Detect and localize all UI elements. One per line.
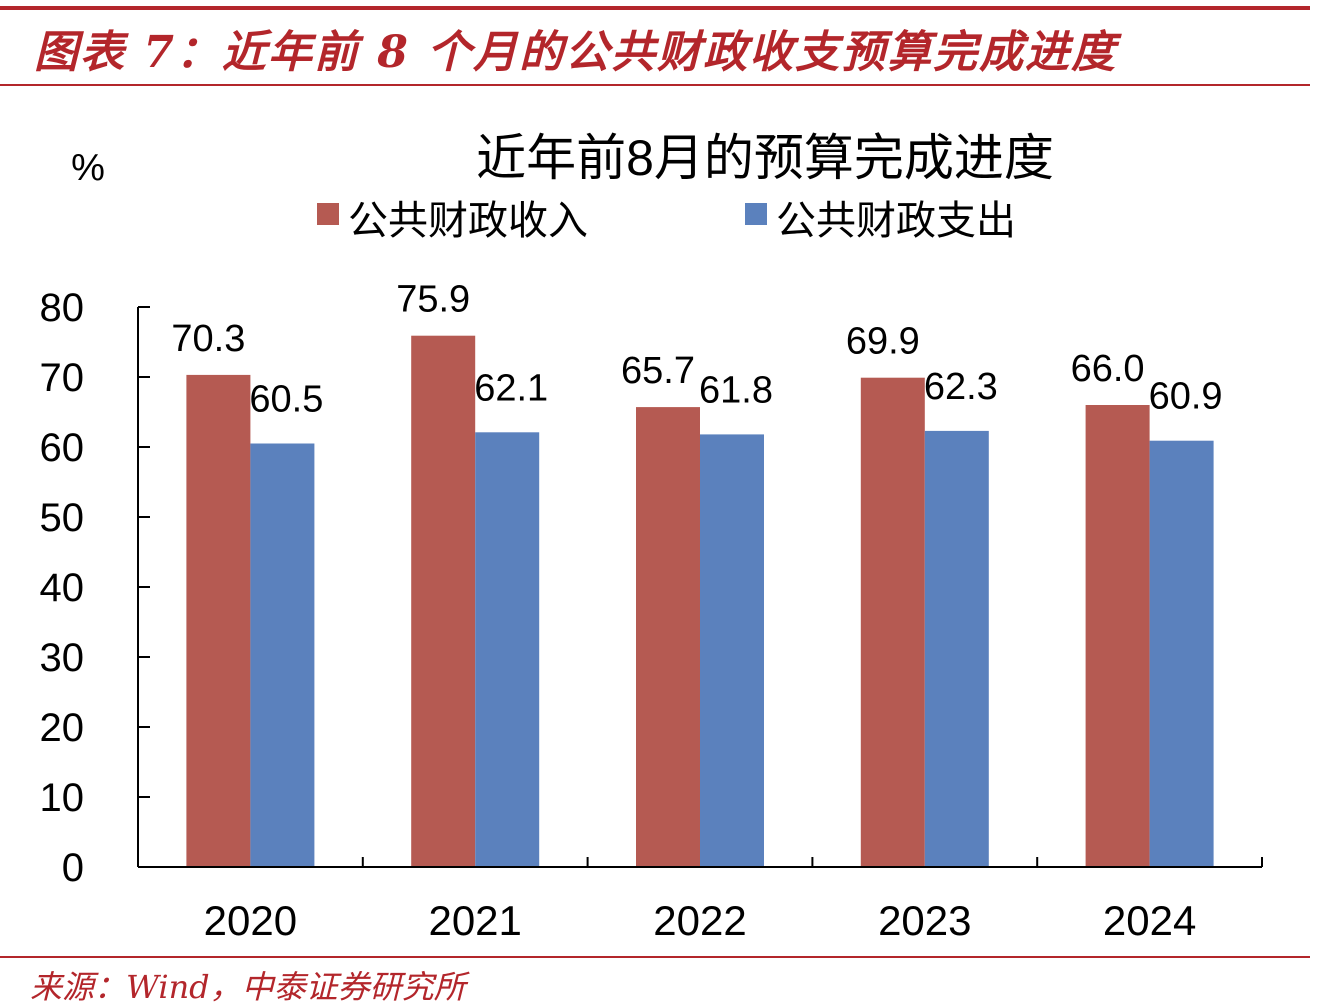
x-tick-label-2023: 2023 xyxy=(878,897,971,944)
chart-title: 近年前8月的预算完成进度 xyxy=(476,130,1054,186)
data-label-revenue-2024: 66.0 xyxy=(1071,348,1145,390)
y-tick-label-70: 70 xyxy=(40,356,85,400)
data-label-expenditure-2022: 61.8 xyxy=(699,369,773,411)
data-label-revenue-2020: 70.3 xyxy=(171,318,245,360)
y-tick-label-40: 40 xyxy=(40,566,85,610)
bar-expenditure-2020 xyxy=(250,443,315,867)
figure-title: 图表 7：近年前 8 个月的公共财政收支预算完成进度 xyxy=(34,27,1118,78)
legend-label-revenue: 公共财政收入 xyxy=(348,199,588,243)
legend-swatch-expenditure xyxy=(745,203,767,225)
y-tick-label-80: 80 xyxy=(40,286,85,330)
legend-swatch-revenue xyxy=(317,203,339,225)
y-tick-label-0: 0 xyxy=(62,846,84,890)
legend: 公共财政收入 公共财政支出 xyxy=(317,199,1016,243)
data-label-expenditure-2024: 60.9 xyxy=(1149,376,1223,418)
plot-area: 0 10 20 30 40 50 60 70 80 2020 2021 2022 2023 2024 70.… xyxy=(40,279,1263,944)
data-label-expenditure-2020: 60.5 xyxy=(249,379,323,421)
top-rule xyxy=(0,6,1310,10)
bar-revenue-2020 xyxy=(186,374,251,867)
source-rule xyxy=(0,956,1310,958)
bar-revenue-2022 xyxy=(636,407,700,867)
y-tick-label-30: 30 xyxy=(40,636,85,680)
y-tick-label-10: 10 xyxy=(40,776,85,820)
bar-expenditure-2022 xyxy=(700,434,764,867)
data-label-revenue-2021: 75.9 xyxy=(396,279,470,321)
legend-label-expenditure: 公共财政支出 xyxy=(776,199,1016,243)
bar-expenditure-2024 xyxy=(1149,440,1214,867)
title-rule xyxy=(0,84,1310,86)
data-label-expenditure-2021: 62.1 xyxy=(474,367,548,409)
y-tick-label-60: 60 xyxy=(40,426,85,470)
bar-revenue-2023 xyxy=(860,377,925,867)
x-tick-label-2021: 2021 xyxy=(428,897,521,944)
x-tick-label-2022: 2022 xyxy=(653,897,746,944)
x-tick-label-2024: 2024 xyxy=(1103,897,1196,944)
data-label-revenue-2022: 65.7 xyxy=(621,350,695,392)
bar-revenue-2021 xyxy=(411,335,476,867)
bar-revenue-2024 xyxy=(1085,405,1150,867)
x-tick-label-2020: 2020 xyxy=(204,897,297,944)
source-note: 来源：Wind，中泰证券研究所 xyxy=(30,968,466,1006)
bar-expenditure-2021 xyxy=(475,432,540,867)
bar-expenditure-2023 xyxy=(924,430,989,867)
y-tick-label-50: 50 xyxy=(40,496,85,540)
y-tick-label-20: 20 xyxy=(40,706,85,750)
data-label-expenditure-2023: 62.3 xyxy=(924,366,998,408)
data-label-revenue-2023: 69.9 xyxy=(846,321,920,363)
y-axis-unit-label: % xyxy=(71,147,105,189)
